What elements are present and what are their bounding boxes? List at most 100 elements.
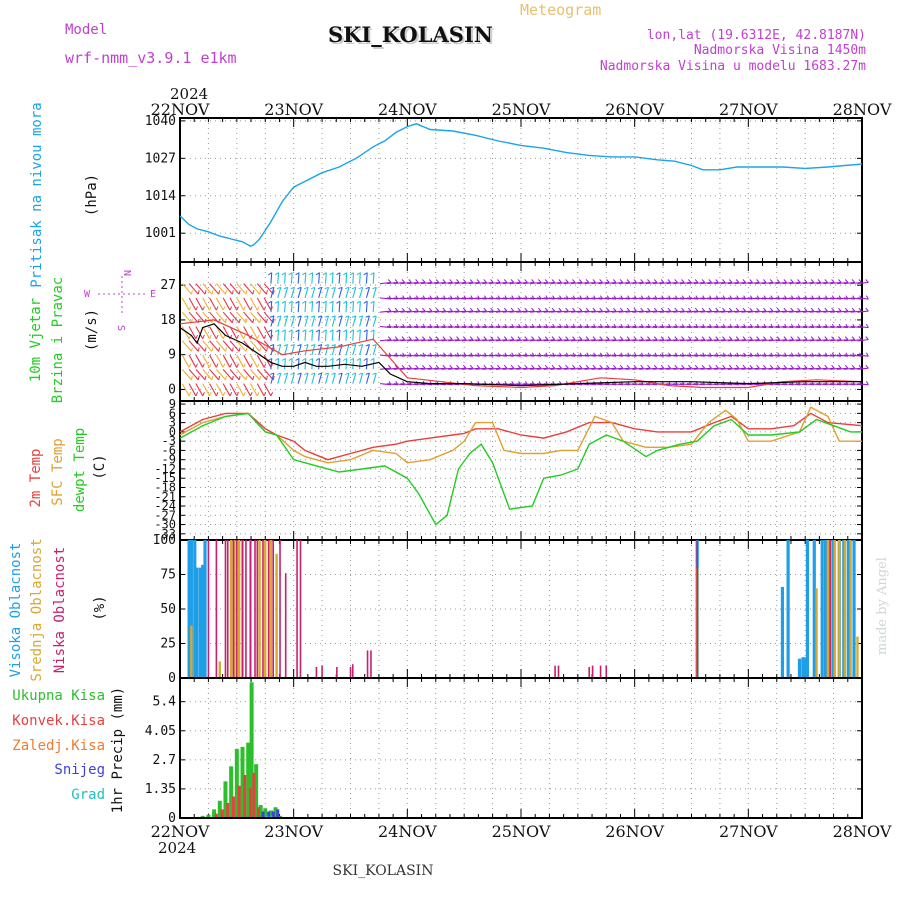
cloud-bar-niska	[349, 666, 352, 677]
wind-barb-flag	[387, 307, 392, 312]
wind-barb-flag	[660, 336, 665, 340]
wind-barb-flag	[202, 334, 205, 339]
wind-barb	[802, 325, 814, 329]
cloud-bar-visoka	[189, 540, 193, 677]
wind-barb	[727, 367, 739, 370]
wind-barb	[727, 297, 739, 300]
wind-barb	[324, 272, 327, 284]
wind-barb-flag	[204, 347, 207, 352]
wind-barb	[761, 325, 773, 329]
wind-barb	[236, 297, 245, 311]
wind-barb-flag	[268, 357, 272, 361]
wind-barb	[502, 281, 514, 285]
wind-barb	[564, 354, 576, 357]
wind-barb	[414, 325, 426, 329]
y-tick-label: 0	[168, 811, 176, 826]
cloud-bar-niska	[599, 665, 602, 677]
wind-barb-flag	[537, 336, 542, 340]
wind-barb	[489, 339, 501, 342]
wind-barb-flag	[249, 306, 253, 311]
wind-barb-flag	[308, 272, 313, 276]
wind-barb	[338, 315, 343, 327]
wind-barb-flag	[272, 375, 275, 381]
wind-barb	[768, 339, 780, 342]
wind-barb	[796, 325, 808, 329]
precip-bar-grad	[269, 815, 273, 817]
y-tick-label: 75	[160, 568, 176, 583]
cloud-bar-niska	[554, 665, 556, 677]
wind-barb	[181, 368, 192, 381]
wind-barb-flag	[585, 364, 590, 369]
wind-barb	[379, 310, 392, 313]
wind-barb	[673, 383, 685, 386]
wind-barb	[509, 281, 521, 285]
cloud-bar-niska	[696, 540, 698, 677]
wind-barb	[379, 383, 392, 386]
wind-barb	[570, 325, 583, 329]
cloud-bar-srednja	[269, 540, 273, 677]
wind-barb-flag	[606, 336, 610, 340]
wind-barb	[584, 339, 596, 342]
wind-barb-flag	[281, 329, 286, 333]
cloud-bar-visoka	[187, 540, 191, 677]
wind-barb-flag	[211, 375, 214, 381]
wind-barb	[345, 344, 350, 356]
wind-barb-flag	[613, 279, 617, 283]
wind-barb-flag	[442, 364, 446, 369]
wind-barb-flag	[462, 279, 467, 283]
wind-barb-flag	[701, 279, 706, 283]
wind-barb	[755, 339, 767, 342]
wind-barb	[782, 354, 794, 357]
wind-barb-flag	[510, 307, 515, 312]
wind-barb-flag	[331, 286, 336, 290]
wind-barb	[693, 383, 705, 386]
wind-barb	[365, 344, 370, 356]
wind-barb	[673, 281, 685, 285]
wind-barb	[700, 325, 712, 329]
wind-barb	[577, 310, 589, 313]
wind-barb-flag	[358, 344, 363, 347]
wind-barb	[584, 297, 596, 300]
wind-barb-flag	[613, 307, 617, 312]
wind-barb	[850, 354, 862, 357]
wind-barb-flag	[797, 364, 801, 369]
wind-barb-flag	[276, 344, 281, 347]
wind-barb	[618, 310, 630, 313]
wind-barb-flag	[202, 363, 205, 368]
y-tick-label: 1.35	[145, 782, 176, 797]
wind-barb	[414, 354, 426, 357]
wind-barb	[263, 368, 274, 381]
wind-barb-flag	[783, 336, 787, 340]
wind-barb	[557, 281, 569, 285]
wind-barb-flag	[365, 344, 370, 347]
wind-barb-flag	[274, 329, 279, 333]
wind-barb	[311, 372, 316, 384]
wind-barb-flag	[551, 336, 556, 340]
x-tick-label-bottom: 26NOV	[605, 822, 664, 841]
precip-bar-ukupna	[212, 809, 217, 817]
wind-barb	[714, 325, 726, 329]
wind-barb-flag	[394, 279, 399, 283]
wind-barb	[557, 339, 569, 342]
wind-barb	[263, 354, 272, 368]
wind-barb-flag	[756, 364, 760, 369]
credit-text: made by Angel	[875, 557, 890, 655]
wind-barb-flag	[435, 279, 440, 283]
wind-barb	[509, 339, 521, 342]
model-label: Model	[65, 22, 107, 38]
wind-barb	[755, 367, 767, 370]
wind-barb-flag	[517, 279, 521, 283]
wind-barb	[400, 339, 412, 342]
wind-barb	[290, 329, 293, 341]
wind-barb-flag	[490, 279, 494, 283]
wind-barb-flag	[204, 290, 207, 295]
precip-bar-ukupna	[278, 815, 283, 817]
wind-barb-flag	[647, 336, 651, 340]
wind-barb-flag	[310, 315, 316, 318]
wind-barb	[352, 358, 355, 370]
cloud-bar-niska	[588, 666, 590, 677]
wind-barb	[202, 354, 211, 368]
wind-barb-flag	[370, 357, 375, 361]
wind-barb-flag	[681, 307, 685, 312]
wind-barb	[270, 272, 273, 284]
